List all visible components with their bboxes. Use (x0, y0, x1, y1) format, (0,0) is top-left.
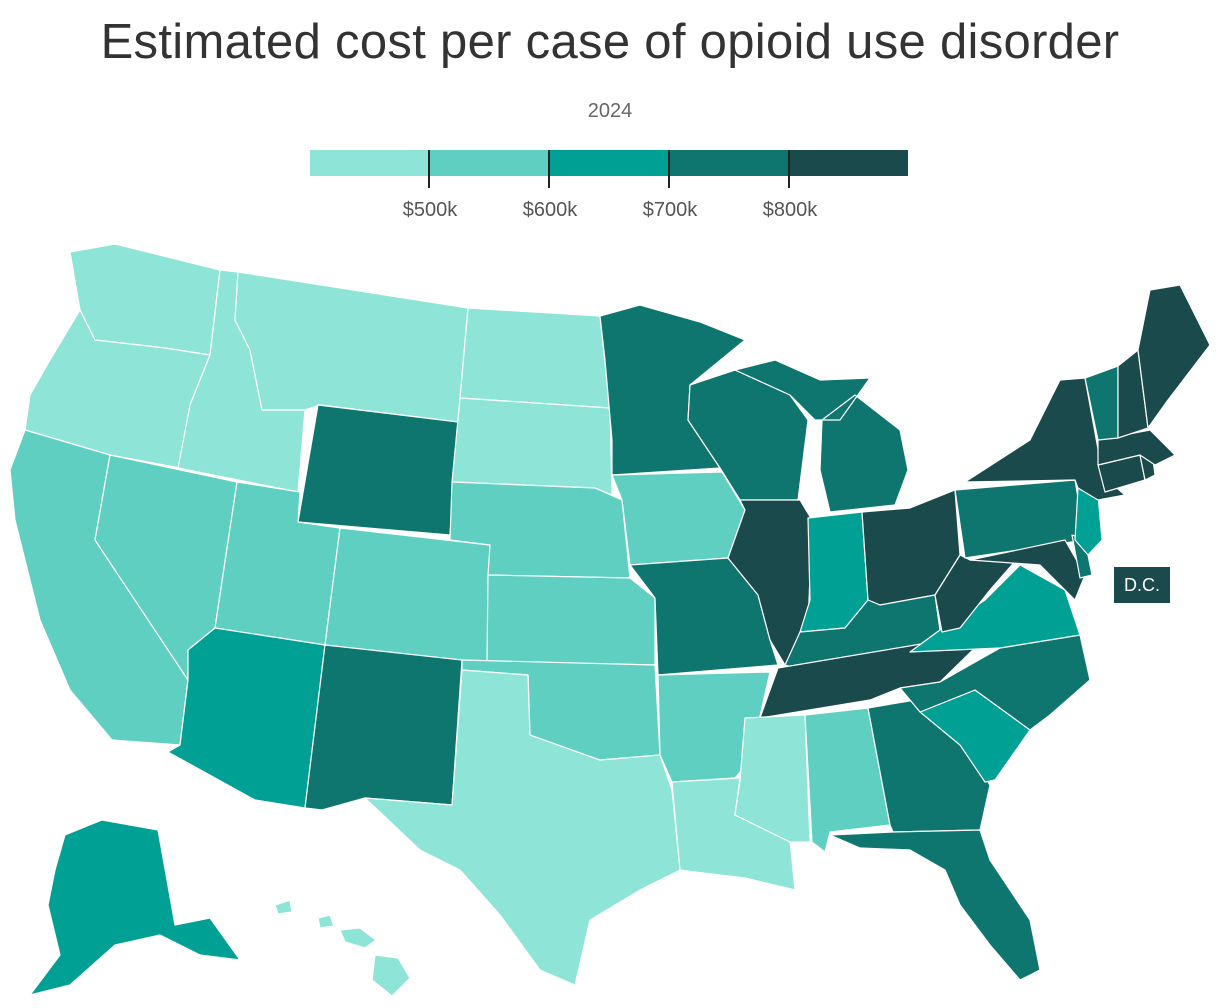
state-me[interactable] (1137, 284, 1211, 429)
legend-tick-label: $600k (522, 199, 578, 221)
state-ia[interactable] (611, 471, 746, 566)
legend-tick (548, 150, 550, 188)
legend-bin-5 (790, 150, 908, 176)
dc-label: D.C. (1114, 567, 1170, 603)
chart-subtitle: 2024 (587, 100, 633, 122)
state-wv[interactable] (934, 554, 1019, 633)
state-il[interactable] (727, 499, 813, 666)
legend-tick (788, 150, 790, 188)
state-hi[interactable] (274, 899, 411, 997)
legend-tick (428, 150, 430, 188)
state-nm[interactable] (304, 644, 463, 811)
legend-tick (668, 150, 670, 188)
state-tx[interactable] (364, 669, 681, 986)
legend-tick-label: $500k (402, 199, 458, 221)
state-mi[interactable] (734, 359, 909, 513)
legend-tick-label: $800k (762, 199, 818, 221)
state-ks[interactable] (486, 574, 656, 666)
legend-bin-3 (550, 150, 670, 176)
state-ak[interactable] (29, 819, 241, 996)
state-fl[interactable] (829, 829, 1041, 981)
state-md[interactable] (969, 539, 1086, 601)
chart-title: Estimated cost per case of opioid use di… (100, 15, 1120, 69)
state-co[interactable] (324, 527, 491, 666)
legend-bin-1 (310, 150, 430, 176)
state-az[interactable] (167, 627, 326, 809)
state-nd[interactable] (459, 307, 611, 409)
state-ma[interactable] (1097, 429, 1176, 466)
state-nc[interactable] (899, 634, 1091, 731)
us-states-map (9, 243, 1211, 997)
color-legend: $500k $600k $700k $800k (310, 150, 908, 221)
state-sd[interactable] (451, 397, 613, 496)
state-wy[interactable] (297, 404, 459, 536)
legend-bin-2 (430, 150, 550, 176)
state-mt[interactable] (234, 271, 469, 423)
legend-bin-4 (670, 150, 790, 176)
legend-tick-label: $700k (642, 199, 698, 221)
